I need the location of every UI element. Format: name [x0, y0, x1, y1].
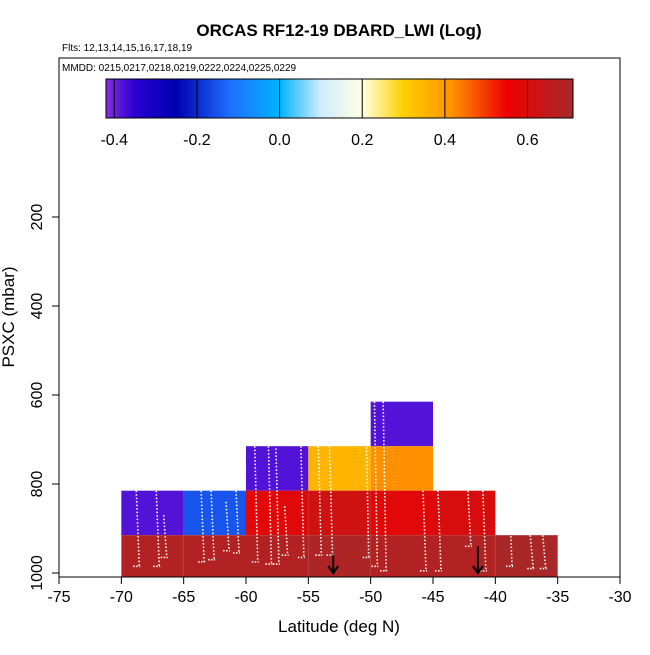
- flight-track: [482, 490, 487, 571]
- y-tick-label: 1000: [29, 555, 46, 591]
- heatmap-cell: [308, 535, 371, 577]
- flight-track: [200, 490, 205, 562]
- flight-track: [267, 446, 273, 565]
- x-tick-label: -60: [234, 589, 257, 606]
- flight-track: [467, 490, 472, 547]
- flight-track: [317, 446, 323, 556]
- x-tick-label: -35: [546, 589, 569, 606]
- colorbar-tick-label: 0.6: [516, 132, 538, 149]
- marker-arrow-head: [327, 565, 340, 575]
- flight-track: [283, 506, 289, 556]
- heatmap-cell: [495, 535, 558, 577]
- flight-track: [508, 490, 513, 567]
- flight-track: [373, 401, 379, 567]
- y-tick-label: 800: [29, 471, 46, 498]
- y-tick-label: 400: [29, 293, 46, 320]
- y-axis-label: PSXC (mbar): [0, 266, 18, 367]
- flight-track: [300, 446, 305, 558]
- heatmap-cell: [246, 446, 309, 491]
- colorbar-tick-label: 0.4: [434, 132, 456, 149]
- x-tick-label: -75: [47, 589, 70, 606]
- y-tick-label: 200: [29, 204, 46, 231]
- x-tick-label: -30: [608, 589, 631, 606]
- flight-track: [210, 490, 215, 560]
- flight-track: [364, 401, 370, 558]
- heatmap-cell: [308, 490, 371, 536]
- flight-tracks: [133, 401, 547, 572]
- markers: [327, 546, 484, 575]
- x-tick-label: -65: [172, 589, 195, 606]
- x-tick-label: -45: [421, 589, 444, 606]
- x-tick-label: -40: [484, 589, 507, 606]
- heatmap-cell: [433, 490, 496, 536]
- colorbar-tick-label: 0.2: [351, 132, 373, 149]
- colorbar-gradient: [105, 78, 574, 119]
- colorbar-tick-label: -0.4: [100, 132, 128, 149]
- heatmap-cell: [370, 446, 433, 491]
- colorbar-tick-label: -0.2: [183, 132, 211, 149]
- x-tick-label: -50: [359, 589, 382, 606]
- heatmap-cell: [433, 535, 496, 577]
- flight-track: [328, 446, 334, 556]
- flights-note: Flts: 12,13,14,15,16,17,18,19: [62, 43, 193, 54]
- heatmap-cell: [183, 535, 246, 577]
- heatmap-cell: [121, 535, 184, 577]
- flight-track: [162, 515, 168, 558]
- x-axis-label: Latitude (deg N): [278, 617, 400, 636]
- heatmap-cell: [370, 535, 433, 577]
- x-tick-label: -55: [297, 589, 320, 606]
- heatmap-cell: [308, 446, 371, 491]
- flight-track: [437, 490, 442, 571]
- marker-arrow-head: [472, 565, 484, 575]
- heatmap-cell: [370, 401, 433, 447]
- axes: -75 -70 -65 -60 -55 -50 -45 -40 -35 -30 200 400 600 8…: [29, 204, 632, 606]
- flight-track: [382, 401, 387, 571]
- flight-track: [135, 490, 141, 567]
- heatmap-cell: [246, 490, 309, 536]
- colorbar-tick-label: 0.0: [268, 132, 290, 149]
- chart-title: ORCAS RF12-19 DBARD_LWI (Log): [196, 21, 481, 40]
- heatmap-cell: [121, 490, 184, 536]
- colorbar: -0.4 -0.2 0.0 0.2 0.4 0.6: [100, 78, 574, 149]
- flight-track: [155, 490, 161, 567]
- dates-note: MMDD: 0215,0217,0218,0219,0222,0224,0225…: [62, 63, 297, 74]
- x-tick-label: -70: [110, 589, 133, 606]
- flight-track: [225, 501, 230, 551]
- heatmap-cells: [121, 401, 558, 577]
- flight-track: [422, 490, 427, 571]
- heatmap-cell: [246, 535, 309, 577]
- y-tick-label: 600: [29, 382, 46, 409]
